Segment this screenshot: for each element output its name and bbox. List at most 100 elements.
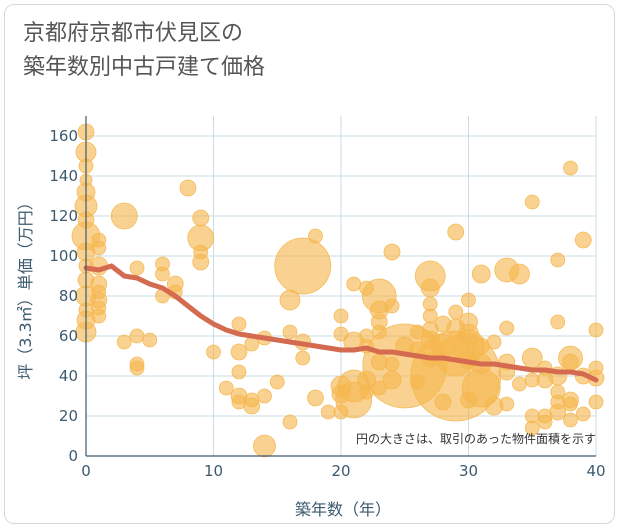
data-bubble: [129, 260, 145, 276]
trend-line: [83, 263, 599, 383]
data-bubble: [206, 344, 221, 360]
data-bubble: [588, 394, 604, 410]
data-bubble: [333, 326, 349, 342]
data-bubble: [383, 243, 401, 261]
data-bubble: [370, 353, 388, 371]
data-bubble: [142, 332, 158, 348]
data-bubble: [230, 343, 248, 361]
data-bubble: [91, 240, 107, 256]
data-bubble: [91, 308, 107, 324]
data-bubble: [461, 292, 476, 308]
data-bubble: [192, 209, 210, 227]
data-bubble: [588, 360, 604, 376]
data-bubble: [308, 228, 323, 244]
y-tick-label: 140: [49, 167, 78, 185]
data-bubble: [499, 320, 515, 336]
data-bubble: [282, 324, 298, 340]
y-tick-label: 40: [59, 367, 78, 385]
data-bubble: [129, 360, 145, 376]
data-bubble: [193, 244, 209, 260]
data-bubble: [359, 280, 374, 296]
data-bubble: [575, 406, 591, 422]
data-bubble: [550, 314, 566, 330]
y-tick-label: 100: [49, 247, 78, 265]
y-tick-label: 120: [49, 207, 78, 225]
data-bubble: [384, 298, 400, 314]
data-bubble: [371, 324, 387, 340]
y-tick-label: 20: [59, 407, 78, 425]
data-bubble: [459, 312, 478, 332]
y-tick-label: 160: [49, 127, 78, 145]
data-bubble: [562, 353, 579, 371]
data-bubble: [116, 334, 132, 350]
data-bubble: [253, 434, 276, 458]
data-bubble: [179, 179, 197, 197]
data-bubble: [384, 356, 400, 372]
data-bubble: [460, 391, 477, 409]
data-bubble: [155, 266, 170, 282]
data-bubble: [269, 374, 285, 390]
data-bubble: [524, 420, 540, 436]
y-tick-label: 60: [59, 327, 78, 345]
data-bubble: [333, 404, 349, 420]
data-bubble: [295, 350, 311, 366]
trend-layer: [83, 263, 599, 383]
data-bubble: [550, 252, 566, 268]
data-bubble: [563, 412, 578, 428]
x-axis-label: 築年数（年）: [295, 500, 391, 519]
chart-title: 京都府京都市伏見区の 築年数別中古戸建て価格: [23, 17, 265, 85]
y-tick-label: 80: [59, 287, 78, 305]
data-bubble: [129, 328, 145, 344]
x-tick-label: 30: [459, 462, 478, 480]
data-bubble: [244, 392, 260, 408]
data-bubble: [524, 372, 540, 388]
data-bubble: [434, 393, 452, 411]
data-bubble: [231, 316, 247, 332]
data-bubble: [550, 394, 566, 410]
data-bubble: [509, 263, 530, 285]
data-bubble: [410, 324, 425, 340]
data-bubble: [279, 289, 301, 311]
x-tick-label: 10: [204, 462, 223, 480]
data-bubble: [320, 404, 336, 420]
x-tick-label: 40: [586, 462, 605, 480]
data-bubble: [588, 322, 604, 338]
axes: 0 20 40 60 80 100 120 140 160 0 10 20 30 40: [49, 116, 606, 480]
data-bubble: [448, 304, 464, 320]
y-tick-label: 0: [68, 447, 78, 465]
data-bubble: [486, 334, 502, 350]
data-bubble: [231, 364, 247, 380]
data-bubble: [447, 223, 465, 241]
chart-title-line1: 京都府京都市伏見区の: [23, 21, 244, 46]
data-bubble: [231, 394, 247, 410]
data-bubble: [346, 276, 362, 292]
data-bubble: [371, 380, 387, 396]
data-bubble: [331, 384, 351, 404]
data-bubble: [110, 202, 138, 230]
data-bubble: [333, 308, 349, 324]
data-bubble: [422, 308, 438, 324]
data-bubble: [512, 376, 527, 392]
data-bubble: [274, 237, 332, 295]
data-bubble: [563, 160, 578, 176]
x-tick-label: 20: [331, 462, 350, 480]
x-tick-label: 0: [81, 462, 91, 480]
data-bubble: [471, 264, 491, 284]
data-bubble: [359, 384, 374, 400]
data-bubble: [218, 380, 234, 396]
data-bubble: [91, 284, 107, 300]
chart-title-line2: 築年数別中古戸建て価格: [23, 55, 266, 80]
data-bubble: [420, 278, 440, 298]
data-bubble: [574, 231, 592, 249]
size-note: 円の大きさは、取引のあった物件面積を示す: [356, 431, 596, 446]
data-bubble: [282, 414, 298, 430]
bubble-layer: [71, 123, 605, 458]
data-bubble: [257, 388, 272, 404]
data-bubble: [434, 315, 452, 333]
data-bubble: [410, 374, 425, 390]
data-bubble: [499, 396, 515, 412]
data-bubble: [307, 389, 324, 407]
data-bubble: [563, 396, 578, 412]
data-bubble: [524, 194, 540, 210]
